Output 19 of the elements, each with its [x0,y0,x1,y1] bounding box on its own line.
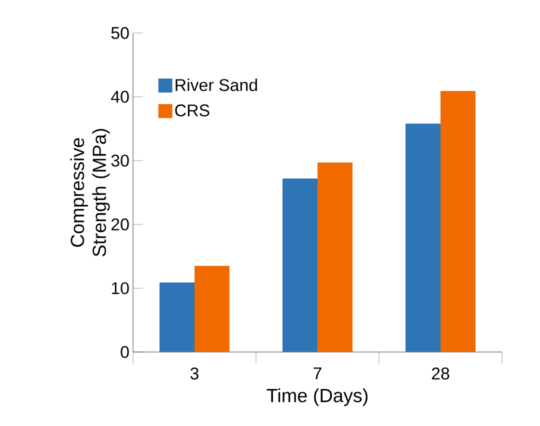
x-tick-label: 28 [432,368,450,380]
x-tick-label: 3 [190,368,198,380]
bar [440,91,476,352]
y-tick-label: 50 [111,27,129,40]
bar [318,162,353,352]
legend-label: CRS [175,104,210,116]
y-tick-label: 40 [111,90,129,103]
bar [160,282,194,352]
x-axis-title: Time (Days) [266,388,368,406]
y-axis-title: Compressive Strength (MPa) [70,129,110,256]
y-tick-label: 20 [112,218,129,230]
bar [282,178,318,352]
x-tick-label: 7 [314,368,322,380]
legend-label: River Sand [176,78,257,92]
bar [406,124,441,352]
y-tick-label: 30 [111,154,129,167]
bar [194,266,230,352]
y-tick-label: 10 [112,282,129,294]
y-tick-label: 0 [120,346,129,358]
